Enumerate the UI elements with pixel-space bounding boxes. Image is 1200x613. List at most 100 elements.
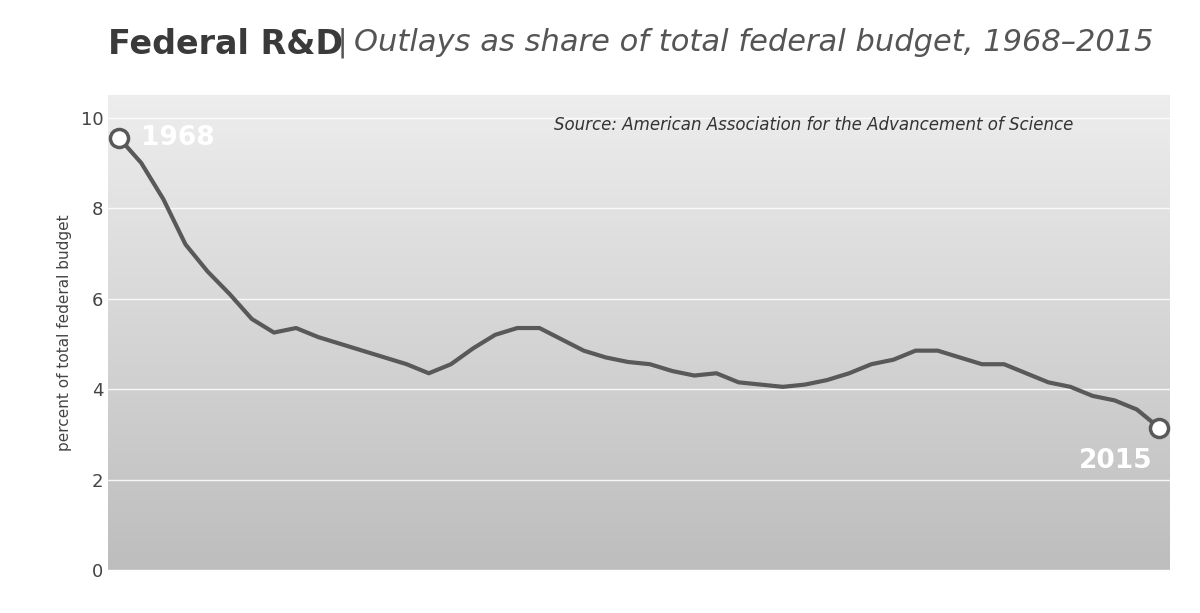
Bar [108,109,1170,112]
Bar [108,273,1170,276]
Bar [108,180,1170,183]
Bar [108,321,1170,323]
Bar [108,347,1170,349]
Bar [108,383,1170,385]
Bar [108,102,1170,104]
Bar [108,233,1170,235]
Bar [108,271,1170,273]
Bar [108,378,1170,380]
Bar [108,340,1170,342]
Bar [108,380,1170,383]
Bar [108,480,1170,482]
Bar [108,459,1170,461]
Bar [108,249,1170,252]
Bar [108,399,1170,402]
Bar [108,123,1170,126]
Bar [108,370,1170,373]
Bar [108,159,1170,161]
Bar [108,197,1170,200]
Bar [108,535,1170,537]
Bar [108,161,1170,164]
Bar [108,345,1170,347]
Bar [108,335,1170,337]
Bar [108,154,1170,157]
Bar [108,456,1170,459]
Bar [108,114,1170,116]
Bar [108,506,1170,508]
Bar [108,435,1170,437]
Bar [108,451,1170,454]
Bar [108,152,1170,154]
Bar [108,368,1170,370]
Bar [108,202,1170,204]
Bar [108,342,1170,345]
Bar [108,542,1170,544]
Bar [108,294,1170,297]
Bar [108,487,1170,489]
Bar [108,330,1170,332]
Bar [108,126,1170,128]
Bar [108,304,1170,306]
Bar [108,539,1170,542]
Bar [108,256,1170,259]
Bar [108,525,1170,527]
Bar [108,478,1170,480]
Bar [108,268,1170,271]
Bar [108,416,1170,418]
Bar [108,392,1170,394]
Text: 1968: 1968 [142,125,215,151]
Bar [108,97,1170,100]
Bar [108,266,1170,268]
Bar [108,565,1170,568]
Bar [108,145,1170,147]
Bar [108,568,1170,570]
Bar [108,200,1170,202]
Bar [108,408,1170,411]
Bar [108,183,1170,185]
Text: Source: American Association for the Advancement of Science: Source: American Association for the Adv… [554,116,1074,134]
Bar [108,385,1170,387]
Bar [108,240,1170,242]
Bar [108,484,1170,487]
Bar [108,516,1170,518]
Bar [108,556,1170,558]
Bar [108,245,1170,247]
Bar [108,359,1170,361]
Bar [108,218,1170,221]
Bar [108,237,1170,240]
Bar [108,147,1170,150]
Bar [108,259,1170,261]
Bar [108,390,1170,392]
Bar [108,95,1170,97]
Bar [108,413,1170,416]
Bar [108,508,1170,511]
Bar [108,356,1170,359]
Bar [108,188,1170,190]
Bar [108,299,1170,302]
Bar [108,511,1170,513]
Bar [108,332,1170,335]
Bar [108,373,1170,375]
Bar [108,466,1170,468]
Bar [108,406,1170,408]
Bar [108,522,1170,525]
Bar [108,242,1170,245]
Bar [108,440,1170,442]
Bar [108,470,1170,473]
Bar [108,178,1170,180]
Bar [108,518,1170,520]
Bar [108,544,1170,546]
Bar [108,449,1170,451]
Text: Outlays as share of total federal budget, 1968–2015: Outlays as share of total federal budget… [354,28,1153,56]
Bar [108,351,1170,354]
Bar [108,254,1170,256]
Bar [108,280,1170,283]
Bar [108,209,1170,211]
Bar [108,128,1170,131]
Bar [108,442,1170,444]
Bar [108,252,1170,254]
Bar [108,131,1170,133]
Bar [108,195,1170,197]
Bar [108,247,1170,249]
Bar [108,119,1170,121]
